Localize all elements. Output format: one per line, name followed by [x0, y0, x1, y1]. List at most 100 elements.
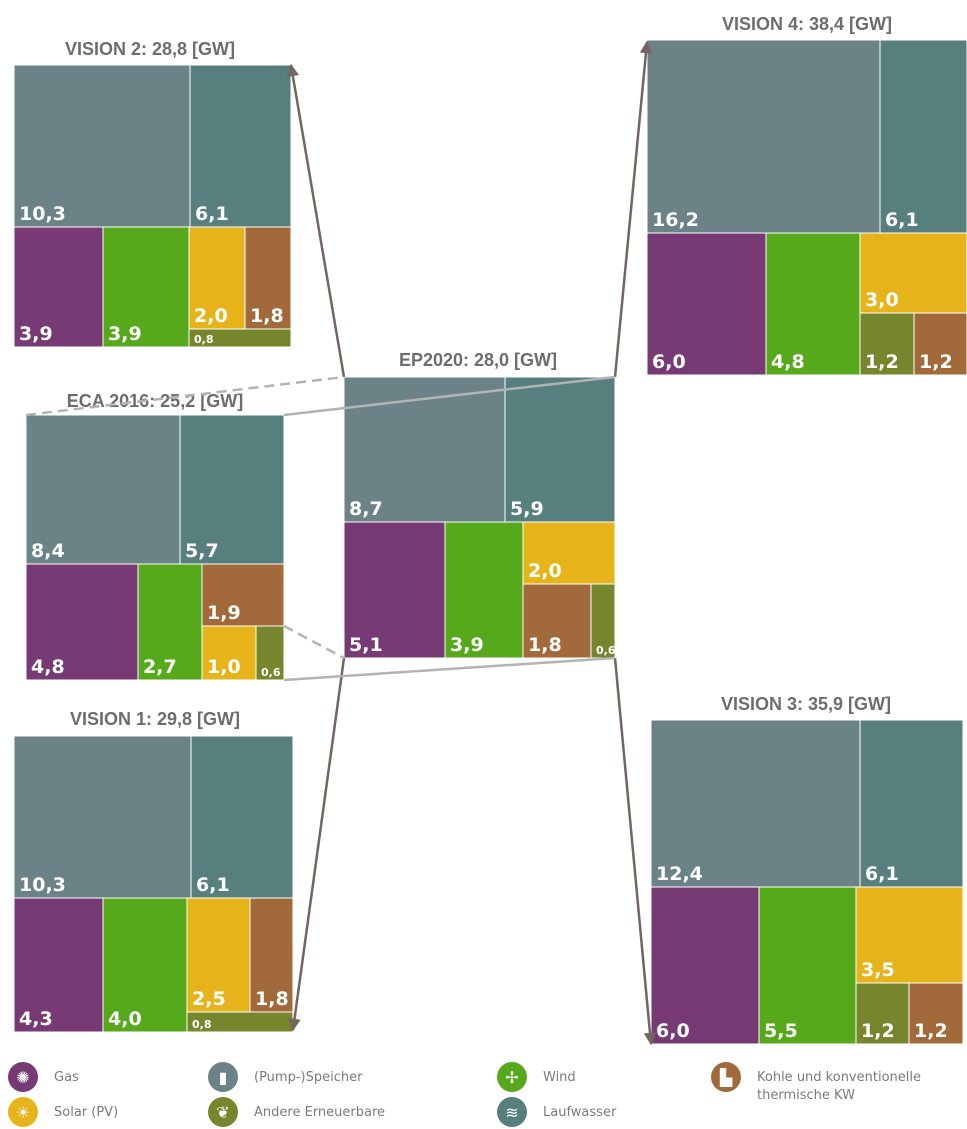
vision3-kohle-cell: [908, 982, 964, 1045]
vision2-title: VISION 2: 28,8 [GW]: [65, 39, 235, 59]
eca2016-gas-cell: [25, 563, 139, 681]
vision4-gas-cell: [646, 232, 767, 376]
vision4-laufwasser-cell: [879, 39, 967, 234]
legend-label: Laufwasser: [543, 1105, 617, 1120]
vision2-wind-cell: [102, 226, 190, 348]
eca2016-kohle-cell: [201, 563, 285, 627]
vision1-title: VISION 1: 29,8 [GW]: [70, 709, 240, 729]
vision3-gas-value: 6,0: [656, 1020, 690, 1042]
waves-icon: ≋: [497, 1097, 527, 1127]
vision2-solar-value: 2,0: [194, 305, 228, 327]
vision1-gas-cell: [13, 897, 104, 1033]
ep2020-gas-value: 5,1: [349, 634, 383, 656]
eca2016-laufwasser-value: 5,7: [185, 540, 219, 562]
vision4-speicher-value: 16,2: [652, 209, 699, 231]
vision1-speicher-value: 10,3: [19, 874, 66, 896]
ep2020-speicher-cell: [343, 376, 506, 523]
vision3-treemap: 12,4 6,1 6,0 5,5 3,5 1,2 1,2 VISION 3: 35,9 [GW…: [650, 694, 964, 1045]
vision3-andere-cell: [855, 982, 910, 1045]
treemap-figure: 10,3 6,1 3,9 3,9 2,0 1,8 0,8 VISION 2: 28,8 [GW…: [13, 14, 967, 1046]
legend-item-kohle: ▙ Kohle und konventionelle thermische KW: [711, 1062, 921, 1105]
vision4-laufwasser-value: 6,1: [885, 209, 919, 231]
vision3-kohle-value: 1,2: [914, 1020, 948, 1042]
eca2016-laufwasser-cell: [179, 414, 285, 565]
vision2-kohle-value: 1,8: [250, 305, 284, 327]
fan-icon: ✺: [8, 1062, 38, 1092]
vision3-gas-cell: [650, 886, 760, 1045]
ep2020-solar-value: 2,0: [528, 560, 562, 582]
eca2016-andere-value: 0,6: [261, 666, 281, 679]
ep2020-gas-cell: [343, 521, 446, 659]
ep2020-kohle-value: 1,8: [528, 634, 562, 656]
ep2020-laufwasser-value: 5,9: [510, 498, 544, 520]
legend-label: Andere Erneuerbare: [254, 1105, 385, 1120]
vision3-wind-value: 5,5: [764, 1020, 798, 1042]
vision3-laufwasser-cell: [859, 719, 964, 888]
vision1-wind-value: 4,0: [108, 1008, 142, 1030]
ep2020-treemap: 8,7 5,9 5,1 3,9 2,0 1,8 0,6 EP2020: 28,0 [GW]: [343, 350, 616, 659]
vision1-andere-value: 0,8: [192, 1018, 212, 1031]
vision4-gas-value: 6,0: [652, 351, 686, 373]
vision1-speicher-cell: [13, 735, 192, 899]
vision4-andere-cell: [859, 312, 915, 376]
eca2016-gas-value: 4,8: [31, 656, 65, 678]
arrow-to-vision4: [613, 40, 653, 378]
vision2-gas-cell: [13, 226, 104, 348]
vision4-wind-cell: [765, 232, 861, 376]
vision2-laufwasser-value: 6,1: [195, 203, 229, 225]
bracket-top-solid: [283, 375, 616, 417]
legend-label: Wind: [543, 1070, 576, 1085]
vision4-solar-cell: [859, 232, 967, 314]
ep2020-title: EP2020: 28,0 [GW]: [399, 350, 557, 370]
eca2016-wind-cell: [137, 563, 203, 681]
arrow-to-vision3: [613, 657, 657, 1046]
legend: ✺ Gas ▮ (Pump-)Speicher ✢ Wind ▙ Kohle und konv…: [0, 1058, 967, 1129]
vision2-laufwasser-cell: [189, 64, 292, 228]
legend-label: (Pump-)Speicher: [254, 1070, 363, 1085]
factory-icon: ▙: [711, 1062, 741, 1092]
vision3-speicher-cell: [650, 719, 861, 888]
bracket-top-dashed: [25, 375, 345, 417]
ep2020-speicher-value: 8,7: [349, 498, 383, 520]
legend-item-andere: ❦ Andere Erneuerbare: [208, 1097, 385, 1127]
vision1-solar-value: 2,5: [192, 988, 226, 1010]
vision1-kohle-cell: [249, 897, 294, 1013]
sun-icon: ☀: [8, 1097, 38, 1127]
ep2020-solar-cell: [522, 521, 616, 585]
arrow-to-vision2: [286, 63, 346, 378]
leaf-icon: ❦: [208, 1097, 238, 1127]
eca2016-kohle-value: 1,9: [207, 602, 241, 624]
vision2-speicher-cell: [13, 64, 191, 228]
legend-item-speicher: ▮ (Pump-)Speicher: [208, 1062, 362, 1092]
vision4-solar-value: 3,0: [865, 289, 899, 311]
battery-drop-icon: ▮: [208, 1062, 238, 1092]
vision3-solar-cell: [855, 886, 964, 984]
vision1-treemap: 10,3 6,1 4,3 4,0 2,5 1,8 0,8 VISION 1: 29,8 [GW…: [13, 709, 294, 1033]
vision4-andere-value: 1,2: [865, 351, 899, 373]
ep2020-andere-cell: [590, 583, 616, 659]
vision4-kohle-cell: [913, 312, 967, 376]
legend-item-laufwasser: ≋ Laufwasser: [497, 1097, 616, 1127]
vision4-treemap: 16,2 6,1 6,0 4,8 3,0 1,2 1,2 VISION 4: 38,4 [GW…: [646, 14, 967, 376]
vision1-laufwasser-cell: [190, 735, 294, 899]
vision4-speicher-cell: [646, 39, 881, 234]
legend-item-wind: ✢ Wind: [497, 1062, 576, 1092]
wind-turbine-icon: ✢: [497, 1062, 527, 1092]
legend-item-gas: ✺ Gas: [8, 1062, 79, 1092]
vision3-andere-value: 1,2: [861, 1020, 895, 1042]
vision2-gas-value: 3,9: [19, 323, 53, 345]
vision2-speicher-value: 10,3: [19, 203, 66, 225]
vision1-gas-value: 4,3: [19, 1008, 53, 1030]
vision2-treemap: 10,3 6,1 3,9 3,9 2,0 1,8 0,8 VISION 2: 28,8 [GW…: [13, 39, 292, 348]
legend-item-solar: ☀ Solar (PV): [8, 1097, 118, 1127]
legend-label: Kohle und konventionelle thermische KW: [757, 1070, 921, 1103]
ep2020-kohle-cell: [522, 583, 592, 659]
vision3-solar-value: 3,5: [861, 959, 895, 981]
ep2020-wind-cell: [444, 521, 524, 659]
vision1-kohle-value: 1,8: [255, 988, 289, 1010]
vision2-andere-cell: [188, 328, 292, 348]
vision4-kohle-value: 1,2: [919, 351, 953, 373]
eca2016-solar-value: 1,0: [207, 656, 241, 678]
legend-label: Solar (PV): [54, 1105, 119, 1120]
